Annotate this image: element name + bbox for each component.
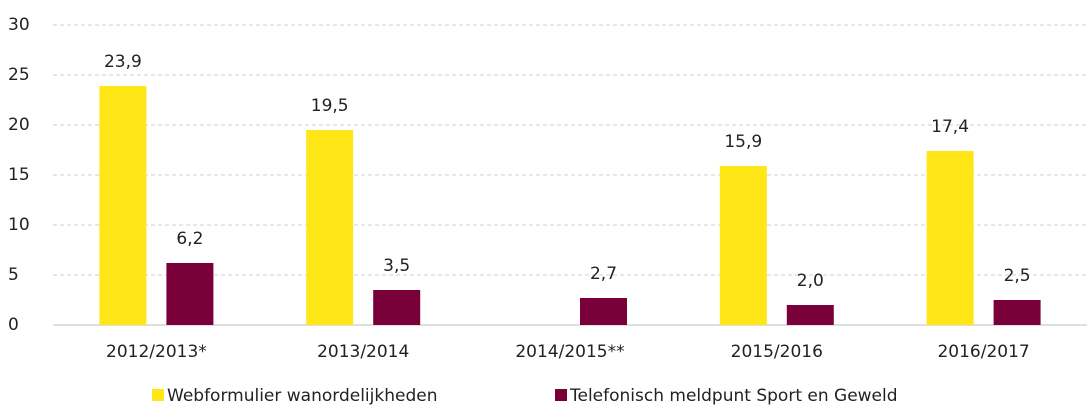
y-tick-label: 0: [8, 315, 19, 335]
data-label: 2,0: [797, 271, 824, 291]
y-tick-label: 5: [8, 265, 19, 285]
legend-swatch: [555, 389, 567, 401]
data-label: 2,5: [1004, 266, 1031, 286]
legend-label: Webformulier wanordelijkheden: [167, 386, 437, 406]
data-label: 6,2: [176, 229, 203, 249]
bar: [306, 130, 354, 325]
bar: [926, 151, 974, 325]
x-tick-label: 2015/2016: [731, 342, 823, 362]
y-tick-label: 20: [8, 115, 30, 135]
bar: [719, 166, 767, 325]
data-label: 17,4: [931, 117, 969, 137]
bar: [373, 290, 421, 325]
legend-label: Telefonisch meldpunt Sport en Geweld: [569, 386, 898, 406]
data-label: 3,5: [383, 256, 410, 276]
x-tick-label: 2013/2014: [317, 342, 409, 362]
x-tick-label: 2016/2017: [937, 342, 1029, 362]
bar: [166, 263, 214, 325]
y-tick-label: 30: [8, 15, 30, 35]
legend-swatch: [152, 389, 164, 401]
bar: [580, 298, 627, 325]
data-label: 15,9: [724, 132, 762, 152]
y-tick-label: 25: [8, 65, 30, 85]
bar: [786, 305, 834, 325]
bar: [993, 300, 1041, 325]
x-tick-label: 2014/2015**: [515, 342, 624, 362]
data-label: 23,9: [104, 52, 142, 72]
y-tick-label: 10: [8, 215, 30, 235]
data-label: 2,7: [590, 264, 617, 284]
y-tick-label: 15: [8, 165, 30, 185]
x-tick-label: 2012/2013*: [106, 342, 207, 362]
bar: [99, 86, 147, 325]
data-label: 19,5: [311, 96, 349, 116]
